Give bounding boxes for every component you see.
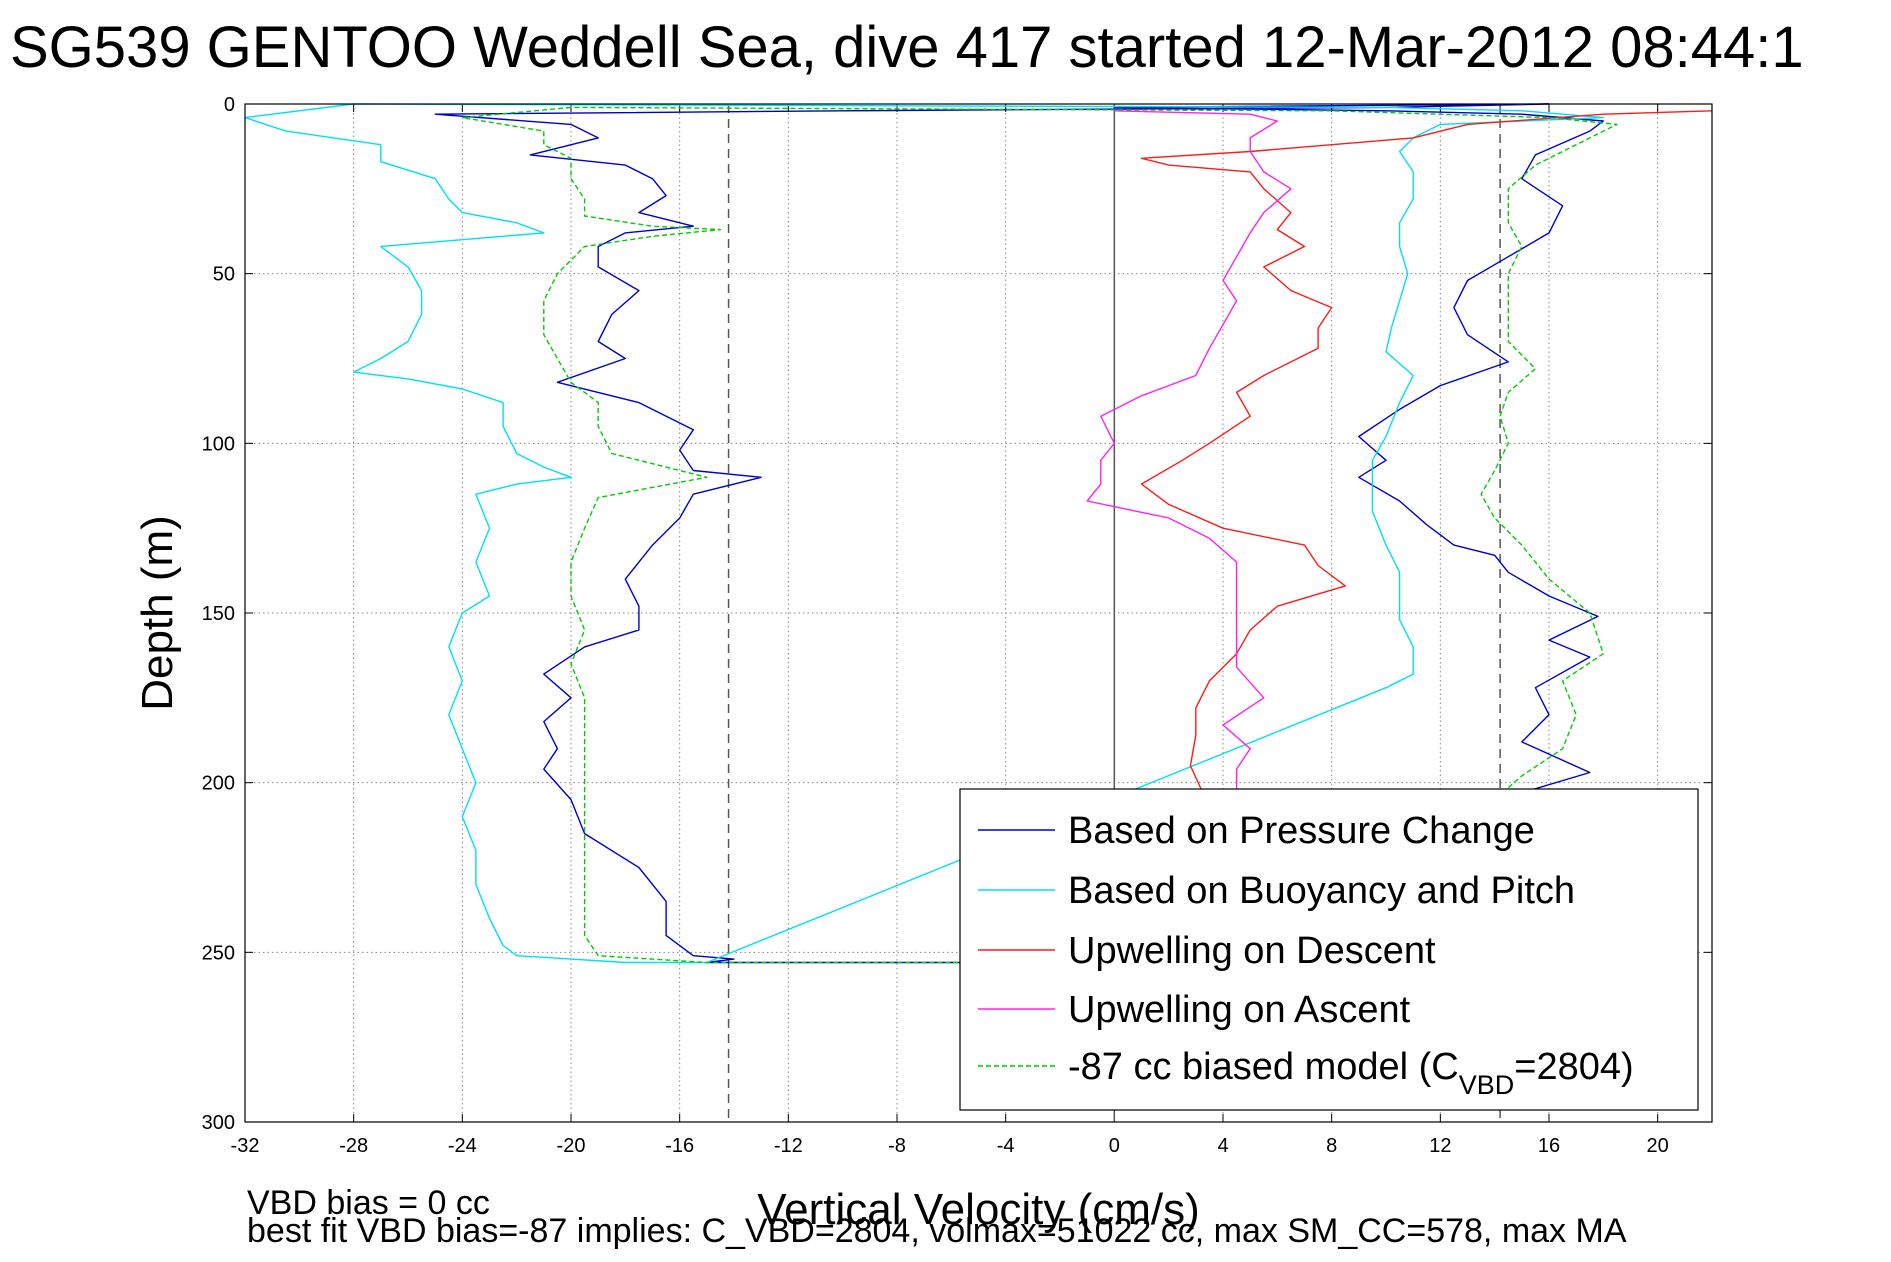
y-tick-label: 250 — [202, 942, 235, 964]
y-axis-label: Depth (m) — [133, 515, 182, 711]
x-tick-label: 0 — [1109, 1135, 1120, 1157]
x-tick-label: 4 — [1217, 1135, 1228, 1157]
x-tick-label: -4 — [997, 1135, 1015, 1157]
series-line-1 — [434, 103, 1605, 964]
series-line-4 — [1086, 110, 1292, 790]
y-tick-label: 300 — [202, 1112, 235, 1134]
x-tick-label: -20 — [557, 1135, 586, 1157]
x-tick-label: -28 — [339, 1135, 368, 1157]
x-axis-label: Vertical Velocity (cm/s) — [757, 1185, 1200, 1234]
x-tick-label: -32 — [231, 1135, 260, 1157]
legend-label-5: -87 cc biased model (CVBD=2804) — [1068, 1046, 1634, 1100]
chart-title: SG539 GENTOO Weddell Sea, dive 417 start… — [10, 15, 1804, 80]
best-fit-text: best fit VBD bias=-87 implies: C_VBD=280… — [247, 1212, 1627, 1250]
series-line-5 — [461, 106, 1618, 964]
x-tick-label: 12 — [1429, 1135, 1451, 1157]
legend-label-4: Upwelling on Ascent — [1068, 989, 1411, 1031]
series-layer — [244, 103, 1713, 964]
y-tick-label: 50 — [213, 264, 235, 286]
legend-box — [959, 788, 1699, 1111]
y-tick-label: 100 — [202, 433, 235, 455]
x-tick-label: 16 — [1538, 1135, 1560, 1157]
tick-labels: -32 -28 -24 -20 -16 -12 -8 -4 0 4 8 12 16 20050100150… — [202, 94, 1669, 1157]
legend-label-1: Based on Pressure Change — [1068, 810, 1535, 852]
y-tick-label: 150 — [202, 603, 235, 625]
y-tick-label: 0 — [224, 94, 235, 116]
y-tick-label: 200 — [202, 773, 235, 795]
plot-frame — [244, 103, 1713, 1123]
x-tick-label: 20 — [1647, 1135, 1669, 1157]
legend-label-3: Upwelling on Descent — [1068, 930, 1436, 972]
grid-layer — [244, 103, 1712, 1123]
x-tick-label: -8 — [888, 1135, 906, 1157]
series-line-3 — [1140, 110, 1713, 790]
legend-label-2: Based on Buoyancy and Pitch — [1068, 870, 1575, 912]
vbd-bias-text: VBD bias = 0 cc — [247, 1184, 490, 1222]
x-tick-label: -12 — [774, 1135, 803, 1157]
x-tick-label: 8 — [1326, 1135, 1337, 1157]
x-tick-label: -24 — [448, 1135, 477, 1157]
legend: Based on Pressure Change Based on Buoyanc… — [959, 788, 1699, 1111]
series-line-2 — [244, 103, 1605, 964]
x-tick-label: -16 — [665, 1135, 694, 1157]
